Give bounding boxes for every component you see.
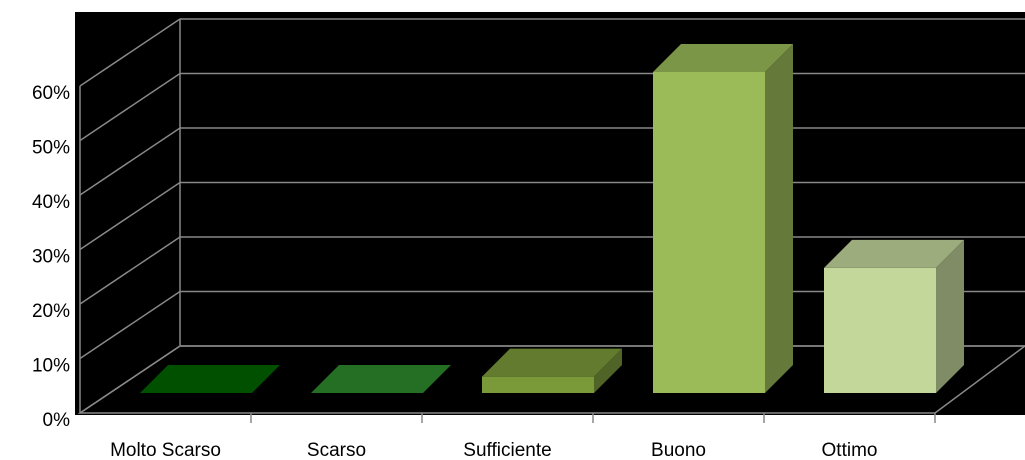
y-tick-label: 30% (32, 247, 70, 268)
bar-top (311, 365, 451, 393)
bar (482, 348, 622, 393)
bar-front (653, 72, 765, 393)
x-tick-label: Molto Scarso (110, 440, 221, 460)
y-tick-label: 0% (43, 410, 71, 431)
bar-front (824, 267, 936, 393)
bar-side (936, 239, 964, 393)
x-tick-label: Ottimo (822, 440, 878, 460)
bar (653, 44, 793, 393)
y-tick-label: 60% (32, 83, 70, 104)
bar (824, 239, 964, 393)
bar-top (140, 365, 280, 393)
bar (140, 365, 280, 393)
y-tick-label: 20% (32, 301, 70, 322)
bar-top (482, 348, 622, 377)
bar (311, 365, 451, 393)
bar-front (482, 376, 594, 393)
x-tick-label: Scarso (307, 440, 366, 460)
y-tick-label: 10% (32, 356, 70, 377)
x-tick-label: Buono (651, 440, 706, 460)
grid-line (79, 18, 1025, 87)
bar-side (765, 44, 793, 393)
bar-side (594, 348, 622, 393)
y-tick-label: 40% (32, 192, 70, 213)
bar-top (824, 239, 964, 268)
y-tick-label: 50% (32, 138, 70, 159)
bar-top (653, 44, 793, 72)
x-tick-label: Sufficiente (463, 440, 551, 460)
